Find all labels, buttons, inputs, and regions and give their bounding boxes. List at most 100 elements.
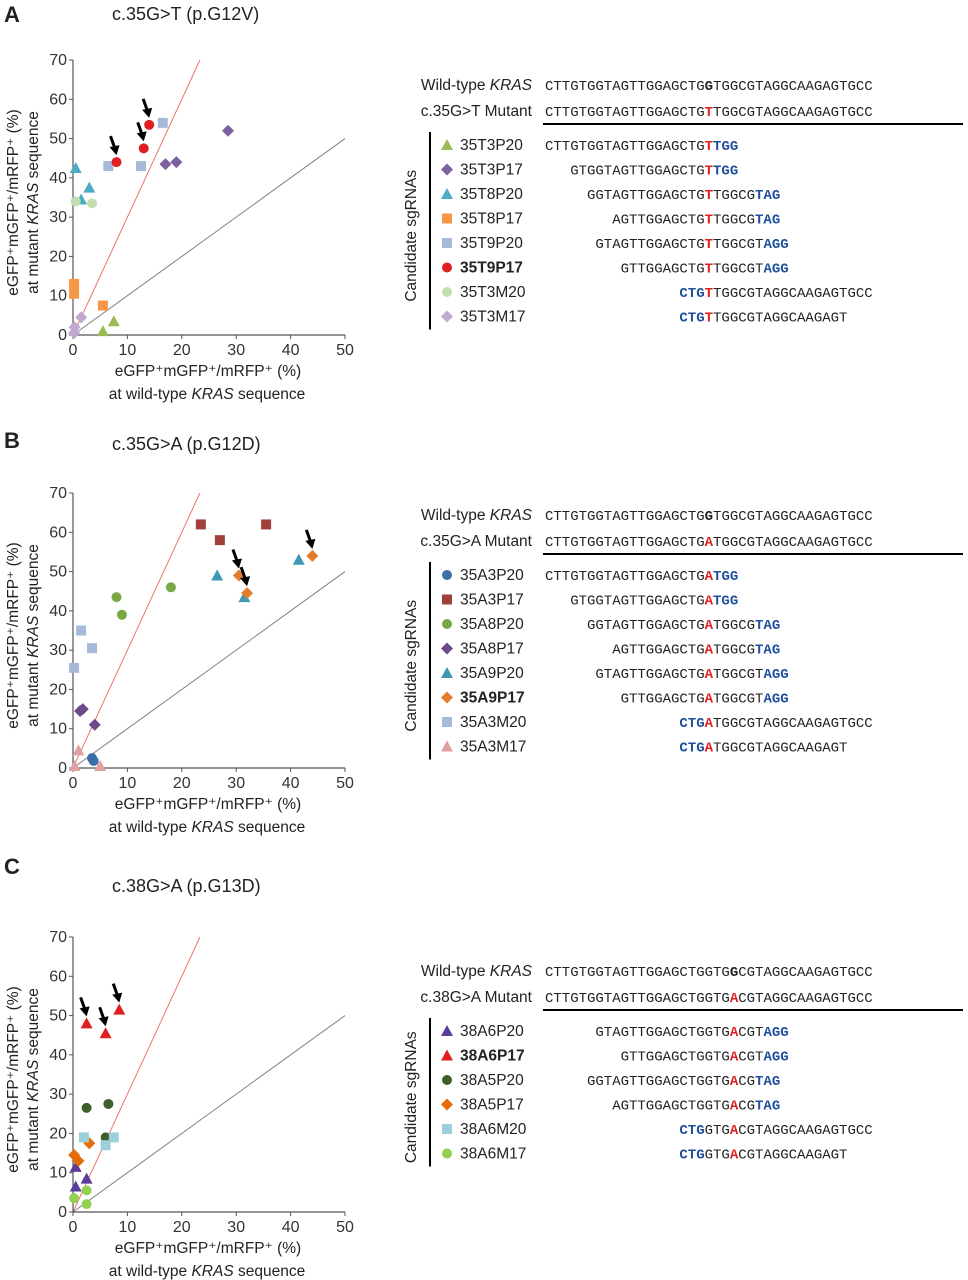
guide-sequence: GTTGGAGCTGTTGGCGTAGG bbox=[621, 262, 789, 278]
data-point bbox=[72, 1154, 85, 1167]
pam-span: AGG bbox=[763, 237, 788, 253]
legend-marker bbox=[441, 1049, 453, 1061]
mutation-span: A bbox=[730, 1148, 739, 1164]
mutation-span: A bbox=[730, 1123, 739, 1139]
data-point bbox=[80, 1017, 93, 1029]
text-span: CTTGTGGTAGTTGGAGCTGGTG bbox=[545, 965, 730, 981]
data-point bbox=[157, 117, 168, 128]
text-span: TGGCGTAGGCAAGAGT bbox=[713, 741, 847, 757]
y-tick-label: 30 bbox=[49, 642, 67, 659]
x-tick-label: 0 bbox=[69, 1219, 78, 1236]
text-span: Wild-type bbox=[421, 77, 490, 94]
pam-span: CTG bbox=[679, 741, 704, 757]
arrow-head bbox=[112, 992, 123, 1003]
arrow-icon bbox=[111, 983, 123, 1003]
legend-marker bbox=[441, 1098, 453, 1111]
text-span: sequence bbox=[25, 988, 42, 1060]
guide-name: 38A6M17 bbox=[460, 1146, 526, 1163]
guide-sequence: CTGGTGACGTAGGCAAGAGTGCC bbox=[679, 1123, 872, 1139]
legend-marker bbox=[442, 262, 452, 273]
guide-sequence: GGTAGTTGGAGCTGATGGCGTAG bbox=[587, 618, 780, 634]
text-span: CGT bbox=[738, 1050, 763, 1066]
data-point bbox=[241, 587, 254, 600]
pam-span: TGG bbox=[713, 569, 738, 585]
candidates-label: Candidate sgRNAs bbox=[403, 1031, 420, 1163]
data-point bbox=[70, 196, 81, 207]
data-point bbox=[69, 162, 82, 174]
arrow-icon bbox=[109, 135, 120, 156]
guide-name: 35T8P17 bbox=[460, 211, 523, 228]
text-span: at mutant bbox=[25, 225, 42, 294]
y-tick-label: 10 bbox=[49, 288, 67, 305]
data-point bbox=[81, 1102, 92, 1113]
mutation-span: T bbox=[705, 286, 713, 302]
mutant-label: c.38G>A Mutant bbox=[420, 989, 532, 1006]
text-span: TGGCGTAGGCAAGAGTGCC bbox=[713, 716, 873, 732]
reference-line-slope3 bbox=[72, 59, 201, 336]
scatter-plot: 0 10 20 30 40 50 0 10 20 30 40 50 60 70 eGFP⁺mGFP⁺/mRF… bbox=[5, 52, 354, 403]
text-span: KRAS bbox=[25, 615, 42, 658]
arrow-head bbox=[231, 558, 242, 569]
data-point bbox=[74, 705, 87, 718]
text-span: TGGCGTAGGCAAGAGTGCC bbox=[713, 79, 873, 95]
data-point bbox=[75, 311, 88, 324]
pam-span: TAG bbox=[755, 1099, 780, 1115]
panel-letter: A bbox=[4, 2, 20, 27]
legend-marker bbox=[442, 717, 452, 727]
data-point bbox=[108, 1132, 119, 1143]
text-span: TGGCGTAGGCAAGAGTGCC bbox=[713, 535, 873, 551]
y-tick-label: 70 bbox=[49, 485, 67, 502]
text-span: TGGCGTAGGCAAGAGTGCC bbox=[713, 509, 873, 525]
data-point bbox=[306, 549, 319, 562]
text-span: CGT bbox=[738, 1025, 763, 1041]
y-tick-label: 60 bbox=[49, 91, 67, 108]
text-span: sequence bbox=[25, 111, 42, 183]
text-span: TGGCGTAGGCAAGAGT bbox=[713, 311, 847, 327]
guide-name: 35A9P20 bbox=[460, 665, 524, 682]
x-tick-label: 0 bbox=[69, 342, 78, 359]
data-point bbox=[138, 143, 149, 154]
series-35T9P17 bbox=[111, 119, 155, 168]
x-tick-label: 0 bbox=[69, 775, 78, 792]
x-axis-label: eGFP⁺mGFP⁺/mRFP⁺ (%) bbox=[115, 796, 301, 813]
text-span: TGGCGT bbox=[713, 262, 763, 278]
mutation-span: A bbox=[705, 741, 714, 757]
text-span: at wild-type bbox=[109, 1263, 192, 1280]
text-span: G bbox=[730, 965, 738, 981]
scatter-plot: 0 10 20 30 40 50 0 10 20 30 40 50 60 70 eGFP⁺mGFP⁺/mRF… bbox=[5, 485, 354, 836]
data-point bbox=[214, 535, 225, 546]
sequence-alignment: Wild-type KRAS c.35G>A Mutant CTTGTGGTAGTT… bbox=[403, 507, 963, 760]
data-point bbox=[100, 1140, 111, 1151]
text-span: TGGCGT bbox=[713, 692, 763, 708]
data-point bbox=[94, 760, 107, 772]
text-span: CTTGTGGTAGTTGGAGCTG bbox=[545, 79, 705, 95]
y-axis-label: eGFP⁺mGFP⁺/mRFP⁺ (%) bbox=[5, 986, 22, 1172]
text-span: KRAS bbox=[25, 182, 42, 225]
y-tick-label: 60 bbox=[49, 968, 67, 985]
pam-span: AGG bbox=[763, 1025, 788, 1041]
y-tick-label: 50 bbox=[49, 564, 67, 581]
series-38A6M20 bbox=[78, 1132, 119, 1151]
y-tick-label: 20 bbox=[49, 1125, 67, 1142]
wild-type-sequence: CTTGTGGTAGTTGGAGCTGGTGGCGTAGGCAAGAGTGCC bbox=[545, 509, 873, 525]
y-axis-label: at mutant KRAS sequence bbox=[25, 988, 42, 1171]
panel-a-figure: 0 10 20 30 40 50 0 10 20 30 40 50 60 70 eGFP⁺mGFP⁺/mRF… bbox=[5, 52, 963, 403]
data-point bbox=[111, 592, 122, 603]
guide-name: 35T3M17 bbox=[460, 309, 525, 326]
text-span: GTAGTTGGAGCTGGTG bbox=[595, 1025, 729, 1041]
guide-name: 35T3P17 bbox=[460, 162, 523, 179]
legend-marker bbox=[442, 594, 452, 605]
series-35A8P17 bbox=[74, 703, 101, 731]
data-point bbox=[211, 569, 224, 581]
arrow-icon bbox=[239, 566, 251, 587]
legend-marker bbox=[441, 642, 453, 655]
legend-marker bbox=[442, 1075, 452, 1085]
arrow-icon bbox=[141, 98, 153, 118]
legend-marker bbox=[442, 287, 452, 297]
data-point bbox=[69, 662, 80, 673]
wild-type-sequence: CTTGTGGTAGTTGGAGCTGGTGGCGTAGGCAAGAGTGCC bbox=[545, 965, 873, 981]
text-span: GTTGGAGCTG bbox=[621, 262, 705, 278]
guide-sequence: GGTAGTTGGAGCTGGTGACGTAG bbox=[587, 1074, 780, 1090]
text-span: TGGCGT bbox=[713, 237, 763, 253]
data-point bbox=[69, 278, 80, 289]
